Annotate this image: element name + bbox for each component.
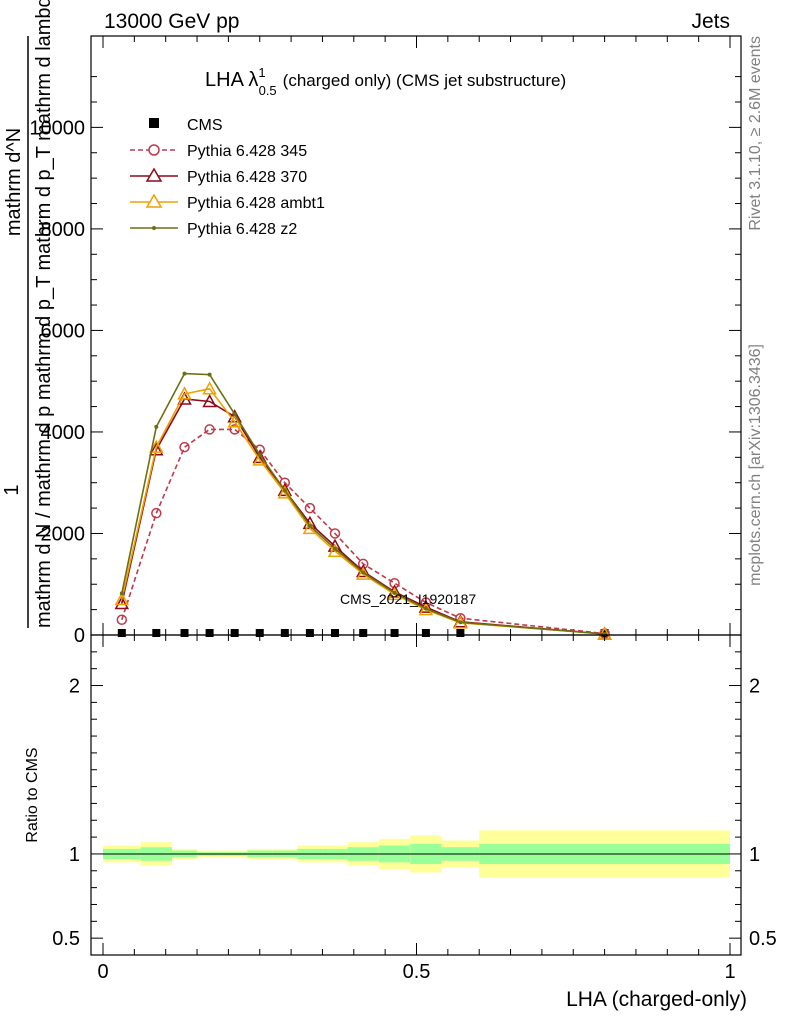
- legend-marker: [145, 193, 163, 208]
- series-point-2: [114, 595, 130, 610]
- series-point-2: [149, 442, 164, 456]
- y-label-denominator: mathrm d N / mathrm d p mathrm d p_T mat…: [33, 0, 55, 628]
- ratio-y-label: Ratio to CMS: [24, 747, 41, 842]
- legend: CMS Pythia 6.428 345 Pythia 6.428 370 Pythi…: [130, 117, 325, 238]
- cms-data-point: [230, 629, 239, 637]
- chart-title-sup: 1: [258, 65, 265, 80]
- series-point-4: [282, 488, 287, 493]
- series-point-4: [154, 424, 159, 429]
- cms-data-point: [205, 629, 214, 637]
- series-point-3: [202, 381, 217, 395]
- main-series-group: [114, 371, 612, 640]
- ratio-y-tick-label: 0.5: [52, 928, 80, 950]
- ratio-y-tick-label-right: 2: [749, 676, 760, 698]
- series-point-4: [458, 620, 463, 625]
- series-point-1: [151, 507, 162, 519]
- y-label-top: mathrm d^N: [3, 128, 25, 236]
- chart-title-main: LHA λ: [205, 69, 258, 91]
- series-point-4: [232, 412, 237, 417]
- rivet-label: Rivet 3.1.10, ≥ 2.6M events: [747, 36, 764, 231]
- main-panel: 0 2000 4000 6000 8000 10000 LHA λ1 0.5 (charged…: [29, 35, 742, 647]
- cms-data-point: [117, 629, 126, 637]
- main-y-tick-label: 8000: [41, 219, 86, 241]
- series-point-1: [179, 441, 190, 453]
- series-point-4: [207, 372, 212, 377]
- main-y-tick-label: 4000: [41, 422, 86, 444]
- legend-marker: [148, 144, 160, 156]
- series-point-1: [116, 614, 128, 626]
- x-tick-label: 0.5: [403, 961, 431, 983]
- cms-data-point: [180, 629, 189, 637]
- x-tick-label: 0: [97, 961, 108, 983]
- series-point-3: [149, 439, 164, 453]
- series-point-3: [114, 591, 130, 606]
- cms-data-point: [152, 629, 161, 637]
- ratio-y-tick-label: 2: [69, 676, 80, 698]
- legend-marker: [145, 167, 163, 182]
- ratio-y-tick-label-right: 0.5: [749, 928, 777, 950]
- series-point-4: [182, 371, 187, 376]
- ratio-tick-labels: 0.5 0.5 1 1 2 2 0 0.5 1: [52, 676, 777, 983]
- legend-label: Pythia 6.428 370: [187, 169, 307, 186]
- series-point-4: [307, 523, 312, 528]
- header-left: 13000 GeV pp: [104, 10, 239, 33]
- series-point-4: [119, 591, 124, 596]
- series-point-3: [177, 386, 192, 400]
- series-point-4: [332, 546, 337, 551]
- series-point-4: [392, 590, 397, 595]
- chart-title-rest: (charged only) (CMS jet substructure): [283, 71, 566, 90]
- series-point-2: [202, 393, 217, 408]
- legend-label: CMS: [187, 117, 223, 134]
- series-point-2: [252, 449, 268, 464]
- series-line-4: [121, 372, 605, 635]
- ratio-y-tick-label-right: 1: [749, 844, 760, 866]
- cms-data-point: [330, 629, 339, 637]
- main-axis-ticks: [91, 36, 741, 636]
- cms-data-point: [359, 629, 368, 637]
- legend-label: Pythia 6.428 ambt1: [187, 195, 325, 212]
- series-point-1: [204, 424, 215, 435]
- main-y-label: 1 mathrm d^N mathrm d N / mathrm d p mat…: [1, 0, 55, 628]
- chart-title: LHA λ1 0.5 (charged only) (CMS jet substru…: [205, 65, 566, 98]
- legend-marker: [152, 226, 156, 230]
- ratio-y-tick-label: 1: [69, 844, 80, 866]
- series-point-1: [304, 502, 316, 514]
- main-y-tick-label: 6000: [41, 320, 86, 342]
- series-point-3: [355, 566, 371, 580]
- ratio-frame: [90, 634, 742, 956]
- cms-data-point: [456, 629, 465, 637]
- legend-label: Pythia 6.428 z2: [187, 221, 297, 238]
- chart-title-sub: 0.5: [259, 83, 277, 98]
- series-point-3: [227, 414, 242, 428]
- legend-label: Pythia 6.428 345: [187, 143, 307, 160]
- watermark: CMS_2021_I1920187: [340, 591, 476, 607]
- mcplots-label: mcplots.cern.ch [arXiv:1306.3436]: [747, 344, 764, 586]
- series-point-4: [361, 570, 366, 575]
- series-point-4: [257, 452, 262, 457]
- cms-data-point: [421, 629, 430, 637]
- ratio-panel: 0.5 0.5 1 1 2 2 0 0.5 1 Ratio to CMS LHA (charge…: [24, 634, 777, 1011]
- x-tick-label: 1: [724, 961, 735, 983]
- x-axis-label: LHA (charged-only): [566, 988, 747, 1011]
- legend-marker-cms: [149, 118, 159, 128]
- main-y-tick-label: 0: [74, 625, 85, 647]
- ratio-axis-ticks: [91, 635, 741, 955]
- main-y-tick-labels: 0 2000 4000 6000 8000 10000: [29, 117, 85, 647]
- cms-data-point: [390, 629, 399, 637]
- series-point-3: [277, 485, 293, 499]
- header-right: Jets: [691, 10, 730, 33]
- main-y-tick-label: 10000: [29, 117, 85, 139]
- y-label-numerator: 1: [1, 484, 23, 495]
- cms-data-point: [255, 629, 264, 637]
- main-y-tick-label: 2000: [41, 523, 86, 545]
- cms-data-point: [280, 629, 289, 637]
- cms-data-point: [305, 629, 314, 637]
- series-line-3: [121, 387, 605, 635]
- series-point-4: [423, 606, 428, 611]
- series-point-1: [329, 528, 341, 539]
